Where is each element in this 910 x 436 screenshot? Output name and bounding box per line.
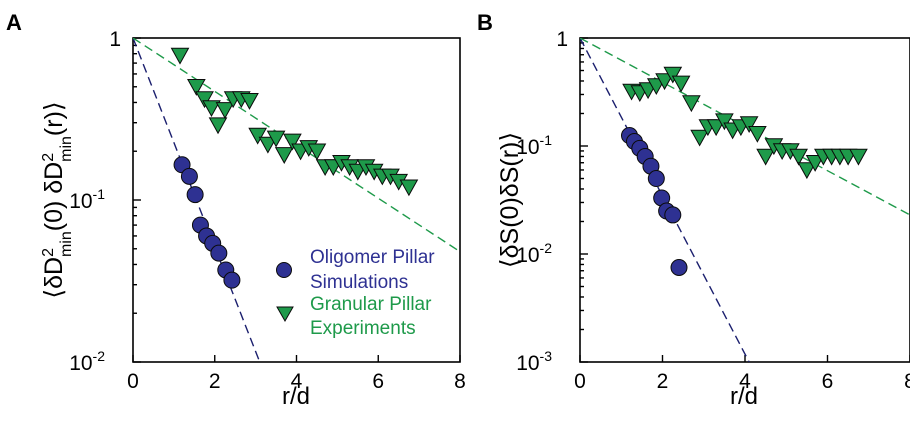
granular-data-point <box>756 148 775 166</box>
granular-data-point <box>663 66 683 84</box>
granular-data-point <box>682 95 701 113</box>
x-tick-label: 6 <box>822 370 834 393</box>
panel-a-letter: A <box>6 10 22 35</box>
legend-granular-label-line2: Experiments <box>310 318 416 339</box>
granular-data-point <box>849 148 868 166</box>
panel-b-data-points <box>621 66 868 276</box>
legend-granular-marker <box>276 306 294 323</box>
panel-b: B 0 2 4 6 8 1 10-1 10-2 10-3 r/d ⟨δS(0)δS(r)⟩ <box>477 10 910 410</box>
granular-data-point <box>805 155 825 172</box>
oligomer-data-point <box>647 170 665 188</box>
legend-oligomer-marker <box>276 262 292 278</box>
granular-data-point <box>655 73 674 91</box>
granular-data-point <box>266 130 286 148</box>
y-tick-label: 10-3 <box>516 348 552 375</box>
panel-b-ticks: 0 2 4 6 8 1 10-1 10-2 10-3 <box>516 28 910 393</box>
granular-data-point <box>748 125 767 143</box>
granular-data-point <box>399 179 419 197</box>
granular-data-point <box>258 136 278 154</box>
panel-b-x-axis-label: r/d <box>730 383 758 410</box>
granular-data-point <box>274 147 294 164</box>
panel-b-y-axis-label: ⟨δS(0)δS(r)⟩ <box>496 132 524 268</box>
granular-data-point <box>202 100 221 118</box>
oligomer-data-point <box>223 271 241 289</box>
panel-a: A 0 2 4 6 8 1 10-1 10-2 Oligomer Pillar Simulat… <box>6 10 466 410</box>
granular-data-point <box>208 117 228 135</box>
panel-b-letter: B <box>477 10 493 35</box>
x-tick-label: 6 <box>372 370 384 393</box>
legend-oligomer-label-line1: Oligomer Pillar <box>310 247 435 268</box>
oligomer-data-point <box>186 186 204 204</box>
x-tick-label: 2 <box>657 370 669 393</box>
y-tick-label: 10-2 <box>69 348 105 375</box>
oligomer-data-point <box>670 258 688 276</box>
x-tick-label: 4 <box>739 370 751 393</box>
legend-oligomer-label-line2: Simulations <box>310 272 408 293</box>
y-tick-label: 10-1 <box>69 186 105 213</box>
x-tick-label: 0 <box>127 370 139 393</box>
x-tick-label: 8 <box>904 370 910 393</box>
granular-data-point <box>706 119 726 137</box>
oligomer-data-point <box>664 206 682 224</box>
legend-granular-label-line1: Granular Pillar <box>310 294 432 315</box>
x-tick-label: 4 <box>291 370 303 393</box>
granular-data-point <box>195 91 214 109</box>
granular-data-point <box>739 116 759 134</box>
granular-data-point <box>789 148 808 166</box>
x-tick-label: 8 <box>454 370 466 393</box>
oligomer-data-point <box>180 167 198 185</box>
granular-data-point <box>248 127 268 145</box>
granular-data-point <box>671 75 691 93</box>
oligomer-data-point <box>210 244 228 262</box>
y-tick-label: 10-2 <box>516 240 552 267</box>
granular-fit-line <box>133 38 460 253</box>
panel-a-x-axis-label: r/d <box>282 383 310 410</box>
panel-a-legend: Oligomer Pillar Simulations Granular Pil… <box>276 247 435 339</box>
y-tick-label: 1 <box>109 28 121 51</box>
panel-a-data-points <box>170 47 419 289</box>
granular-data-point <box>715 113 734 131</box>
granular-data-point <box>187 79 206 96</box>
granular-data-point <box>283 133 302 151</box>
y-tick-label: 10-1 <box>516 132 552 159</box>
panel-a-ticks: 0 2 4 6 8 1 10-1 10-2 <box>69 28 466 393</box>
granular-data-point <box>215 102 235 119</box>
granular-data-point <box>797 162 817 180</box>
granular-data-point <box>170 47 190 65</box>
granular-data-point <box>240 93 259 110</box>
x-tick-label: 2 <box>209 370 221 393</box>
y-tick-label: 1 <box>556 28 568 51</box>
granular-data-point <box>307 143 327 161</box>
panel-a-y-axis-label: ⟨δD2min(0) δD2min(r)⟩ <box>40 101 75 298</box>
x-tick-label: 0 <box>574 370 586 393</box>
granular-data-point <box>690 129 709 147</box>
